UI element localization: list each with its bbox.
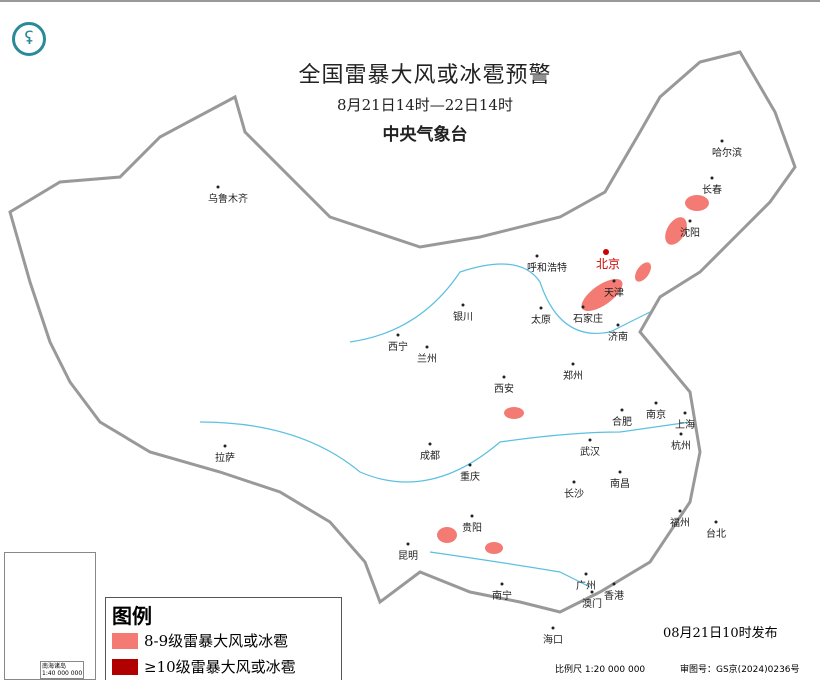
city-label: 长沙 — [564, 489, 584, 500]
map-title: 全国雷暴大风或冰雹预警 — [298, 63, 552, 88]
city-dot — [468, 463, 472, 467]
city-dot — [683, 411, 687, 415]
warning-area-level8-9 — [635, 262, 651, 282]
city-dot — [216, 185, 220, 189]
city-label: 西安 — [494, 384, 514, 395]
city-dot — [588, 438, 592, 442]
city-dot — [603, 249, 609, 255]
china-outline — [8, 50, 797, 614]
river-pearl — [429, 551, 591, 588]
south-china-sea-inset: 南海诸岛 1:40 000 000 — [4, 552, 96, 680]
city-label: 上海 — [675, 420, 695, 431]
city-label: 乌鲁木齐 — [208, 194, 248, 205]
city-label: 沈阳 — [680, 228, 700, 239]
city-label: 海口 — [543, 635, 563, 646]
city-dot — [688, 219, 692, 223]
city-dot — [714, 520, 718, 524]
city-label: 长春 — [702, 185, 722, 196]
city-label: 澳门 — [582, 599, 602, 610]
city-label: 天津 — [604, 288, 624, 299]
city-label: 太原 — [531, 315, 551, 326]
inset-label: 南海诸岛 — [42, 663, 67, 670]
city-label: 哈尔滨 — [712, 148, 742, 159]
city-dot — [571, 362, 575, 366]
city-dot — [590, 590, 594, 594]
warning-area-level8-9 — [504, 407, 524, 419]
city-dot — [620, 408, 624, 412]
warning-area-level8-9 — [665, 217, 687, 245]
river-yellow — [349, 263, 651, 343]
inset-scale: 1:40 000 000 — [42, 670, 83, 677]
city-dot — [612, 279, 616, 283]
warning-area-level8-9 — [437, 527, 457, 543]
legend-swatch — [112, 632, 138, 649]
city-label: 石家庄 — [573, 314, 603, 325]
city-label: 福州 — [670, 518, 690, 529]
city-label: 杭州 — [671, 441, 691, 452]
warning-area-level8-9 — [581, 278, 623, 312]
warning-area-level8-9 — [485, 542, 503, 554]
city-dot — [581, 305, 585, 309]
city-label: 银川 — [453, 312, 473, 323]
map-scale: 比例尺 1:20 000 000 — [555, 665, 646, 675]
city-label: 呼和浩特 — [527, 263, 567, 274]
legend: 图例 8-9级雷暴大风或冰雹 ≥10级雷暴大风或冰雹 — [105, 597, 342, 680]
city-dot — [539, 306, 543, 310]
city-label: 昆明 — [398, 551, 418, 562]
agency: 中央气象台 — [382, 125, 468, 145]
valid-period: 8月21日14时—22日14时 — [337, 96, 513, 114]
city-dot — [612, 582, 616, 586]
cma-logo-icon: ʢ — [12, 22, 46, 56]
city-dot — [406, 542, 410, 546]
city-label: 南京 — [646, 410, 666, 421]
city-label: 南昌 — [610, 479, 630, 490]
map-review-number: 审图号：GS京(2024)0236号 — [680, 665, 800, 675]
city-dot — [654, 401, 658, 405]
city-dot — [428, 442, 432, 446]
city-label: 台北 — [706, 529, 726, 540]
city-dot — [223, 444, 227, 448]
city-dot — [572, 480, 576, 484]
city-dot — [618, 470, 622, 474]
city-label: 拉萨 — [215, 453, 235, 464]
legend-title: 图例 — [112, 604, 152, 628]
city-dot — [502, 375, 506, 379]
city-label: 济南 — [608, 332, 628, 343]
city-label: 香港 — [604, 591, 624, 602]
city-dot — [396, 333, 400, 337]
city-dot — [425, 345, 429, 349]
city-label: 西宁 — [388, 342, 408, 353]
city-dot — [584, 572, 588, 576]
city-label: 武汉 — [580, 447, 600, 458]
city-label: 南宁 — [492, 591, 512, 602]
city-label: 北京 — [596, 257, 621, 271]
city-label: 广州 — [576, 581, 596, 592]
city-dot — [679, 432, 683, 436]
city-label: 郑州 — [563, 371, 583, 382]
city-dot — [710, 176, 714, 180]
city-label: 兰州 — [417, 354, 437, 365]
city-dot — [678, 509, 682, 513]
city-dot — [551, 626, 555, 630]
warning-area-level8-9 — [685, 195, 709, 211]
city-dot — [461, 303, 465, 307]
legend-item: ≥10级雷暴大风或冰雹 — [112, 656, 296, 677]
river-yangtze — [199, 421, 691, 483]
city-dot — [500, 582, 504, 586]
city-dot — [470, 514, 474, 518]
city-dot — [720, 139, 724, 143]
city-dot — [535, 254, 539, 258]
city-label: 成都 — [420, 451, 440, 462]
city-label: 合肥 — [612, 417, 632, 428]
city-label: 贵阳 — [462, 523, 482, 534]
issue-time: 08月21日10时发布 — [663, 626, 778, 641]
city-dot — [616, 323, 620, 327]
legend-item: 8-9级雷暴大风或冰雹 — [112, 630, 288, 651]
city-label: 重庆 — [460, 472, 480, 483]
legend-swatch — [112, 658, 138, 675]
legend-label: ≥10级雷暴大风或冰雹 — [144, 658, 296, 676]
legend-label: 8-9级雷暴大风或冰雹 — [144, 632, 289, 650]
